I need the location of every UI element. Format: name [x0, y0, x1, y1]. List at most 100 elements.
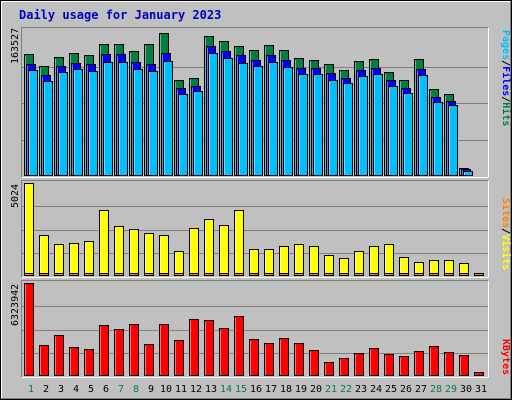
bar-kbytes-day-5 [84, 349, 94, 376]
bar-visits-day-13 [204, 219, 214, 276]
bar-pages-day-24 [373, 74, 383, 176]
panel-hits-legend: Pages/Files/Hits [500, 30, 512, 126]
bar-pages-day-4 [73, 69, 83, 176]
bar-pages-day-11 [178, 94, 188, 176]
bar-pages-day-28 [433, 102, 443, 176]
bar-kbytes-day-25 [384, 354, 394, 376]
bar-kbytes-day-10 [159, 324, 169, 376]
bar-pages-day-12 [193, 91, 203, 176]
bar-pages-day-6 [103, 62, 113, 176]
day-label-26: 26 [400, 384, 412, 395]
day-label-4: 4 [73, 384, 79, 395]
day-label-21: 21 [325, 384, 337, 395]
bar-kbytes-day-11 [174, 340, 184, 376]
bar-kbytes-day-2 [39, 345, 49, 376]
bar-sites-day-14 [219, 273, 229, 276]
panel-hits-ymax-label: 163527 [10, 28, 21, 64]
legend-hits: Hits [500, 102, 512, 126]
bar-pages-day-15 [238, 63, 248, 176]
day-label-27: 27 [415, 384, 427, 395]
chart-title: Daily usage for January 2023 [19, 8, 221, 22]
bar-visits-day-24 [369, 246, 379, 276]
bar-pages-day-30 [463, 171, 473, 176]
bar-sites-day-24 [369, 273, 379, 276]
bars [24, 33, 484, 376]
bar-pages-day-23 [358, 76, 368, 176]
bar-sites-day-2 [39, 273, 49, 276]
day-label-11: 11 [175, 384, 187, 395]
bar-kbytes-day-22 [339, 358, 349, 376]
legend-pages: Pages [500, 30, 511, 60]
bar-sites-day-22 [339, 273, 349, 276]
bar-sites-day-7 [114, 273, 124, 276]
bar-kbytes-day-16 [249, 339, 259, 376]
bar-kbytes-day-30 [459, 355, 469, 376]
bar-sites-day-30 [459, 273, 469, 276]
bar-visits-day-6 [99, 210, 109, 276]
bar-sites-day-18 [279, 273, 289, 276]
bar-visits-day-22 [339, 258, 349, 276]
bar-visits-day-12 [189, 228, 199, 276]
day-label-14: 14 [220, 384, 232, 395]
bar-kbytes-day-12 [189, 319, 199, 376]
day-label-5: 5 [88, 384, 94, 395]
bar-pages-day-16 [253, 66, 263, 176]
bar-visits-day-1 [24, 183, 34, 276]
bar-kbytes-day-19 [294, 343, 304, 376]
bar-kbytes-day-1 [24, 283, 34, 376]
legend-visits: Visits [500, 234, 512, 270]
day-label-3: 3 [58, 384, 64, 395]
bar-visits-day-23 [354, 251, 364, 276]
day-label-16: 16 [250, 384, 262, 395]
bar-visits-day-26 [399, 257, 409, 276]
bar-kbytes-day-8 [129, 324, 139, 376]
bar-sites-day-28 [429, 273, 439, 276]
bar-pages-day-13 [208, 53, 218, 176]
bar-kbytes-day-18 [279, 338, 289, 376]
bar-sites-day-1 [24, 273, 34, 276]
panel-visits-legend: Sites/Visits [500, 198, 512, 270]
bar-pages-day-14 [223, 58, 233, 176]
day-label-8: 8 [133, 384, 139, 395]
bar-pages-day-20 [313, 74, 323, 176]
bar-pages-day-22 [343, 83, 353, 176]
bar-sites-day-19 [294, 273, 304, 276]
panel-kbytes-legend: KBytes [500, 339, 511, 375]
bar-kbytes-day-23 [354, 353, 364, 376]
day-label-20: 20 [310, 384, 322, 395]
bar-kbytes-day-3 [54, 335, 64, 376]
bar-sites-day-16 [249, 273, 259, 276]
bar-kbytes-day-28 [429, 346, 439, 376]
bar-visits-day-2 [39, 235, 49, 276]
bar-pages-day-5 [88, 71, 98, 176]
day-label-30: 30 [460, 384, 472, 395]
bar-kbytes-day-21 [324, 362, 334, 376]
day-label-31: 31 [475, 384, 487, 395]
day-label-18: 18 [280, 384, 292, 395]
bar-kbytes-day-7 [114, 329, 124, 376]
bar-kbytes-day-24 [369, 348, 379, 376]
day-label-29: 29 [445, 384, 457, 395]
day-label-24: 24 [370, 384, 382, 395]
bar-kbytes-day-4 [69, 347, 79, 376]
bar-pages-day-27 [418, 75, 428, 176]
bar-sites-day-27 [414, 273, 424, 276]
legend-sites: Sites [500, 198, 512, 228]
bar-kbytes-day-15 [234, 316, 244, 376]
bar-visits-day-4 [69, 243, 79, 276]
bar-kbytes-day-29 [444, 352, 454, 376]
bar-pages-day-7 [118, 62, 128, 176]
day-label-22: 22 [340, 384, 352, 395]
bar-pages-day-19 [298, 74, 308, 176]
bar-pages-day-2 [43, 81, 53, 176]
bar-visits-day-25 [384, 244, 394, 276]
bar-kbytes-day-13 [204, 320, 214, 376]
day-label-17: 17 [265, 384, 277, 395]
bar-kbytes-day-14 [219, 328, 229, 376]
bar-visits-day-21 [324, 255, 334, 276]
bar-visits-day-15 [234, 210, 244, 276]
bar-visits-day-19 [294, 244, 304, 276]
bar-visits-day-10 [159, 235, 169, 276]
bar-sites-day-20 [309, 273, 319, 276]
bar-pages-day-29 [448, 105, 458, 176]
